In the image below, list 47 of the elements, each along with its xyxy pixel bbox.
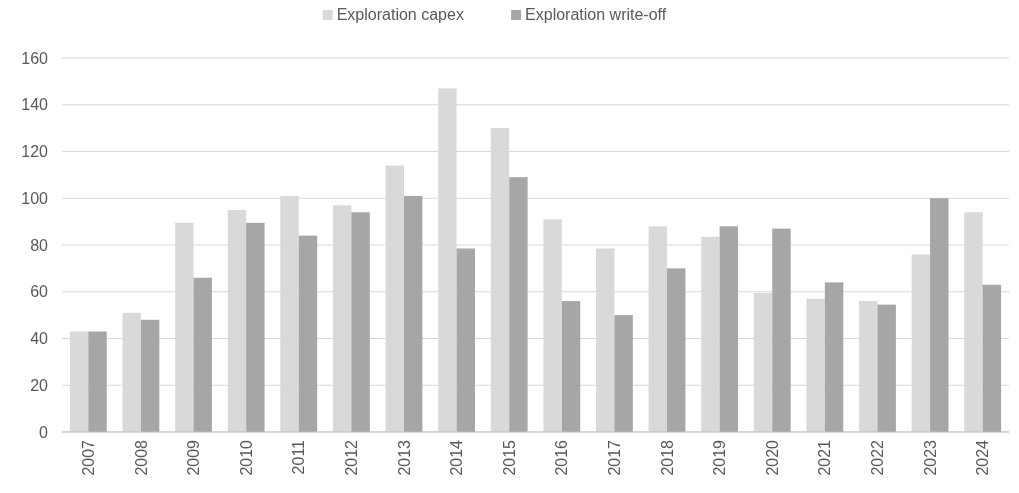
bar	[456, 248, 475, 432]
y-tick-label: 100	[21, 189, 49, 207]
x-tick-label: 2008	[132, 439, 150, 476]
x-tick-label: 2014	[448, 439, 466, 476]
bar	[351, 212, 370, 432]
y-tick-label: 160	[21, 49, 49, 67]
x-tick-label: 2024	[974, 439, 992, 476]
x-tick-label: 2015	[500, 439, 518, 476]
x-tick-label: 2022	[869, 439, 887, 476]
x-tick-label: 2012	[342, 439, 360, 476]
x-tick-label: 2010	[237, 439, 255, 476]
bar	[877, 304, 896, 432]
x-tick-label: 2023	[921, 439, 939, 476]
bar	[930, 198, 949, 432]
bar	[614, 315, 633, 432]
x-tick-label: 2013	[395, 439, 413, 476]
y-tick-label: 0	[39, 423, 49, 441]
y-tick-label: 40	[30, 330, 49, 348]
x-tick-label: 2019	[711, 439, 729, 476]
bar	[719, 226, 739, 432]
legend-label: Exploration capex	[336, 6, 464, 23]
x-tick-label: 2021	[816, 439, 834, 476]
bar	[140, 319, 160, 432]
bar	[193, 277, 212, 432]
bar	[772, 228, 791, 432]
bar	[246, 222, 265, 432]
bar	[403, 195, 423, 432]
x-tick-label: 2007	[79, 439, 97, 476]
y-tick-label: 120	[21, 143, 49, 161]
bar	[298, 235, 318, 432]
x-tick-label: 2009	[185, 439, 203, 476]
x-tick-label: 2020	[763, 439, 781, 476]
y-tick-label: 20	[30, 376, 49, 394]
y-tick-label: 80	[30, 236, 49, 254]
bar	[88, 331, 107, 432]
y-tick-label: 140	[21, 96, 49, 114]
x-tick-label: 2011	[290, 439, 308, 475]
legend-label: Exploration write-off	[525, 6, 667, 23]
y-tick-label: 60	[30, 283, 49, 301]
x-tick-label: 2017	[606, 439, 624, 476]
bar	[824, 282, 844, 432]
bar	[667, 268, 686, 432]
x-tick-label: 2018	[658, 439, 676, 476]
bar	[561, 301, 581, 432]
x-tick-label: 2016	[553, 439, 571, 476]
bar	[982, 284, 1002, 432]
bar	[509, 177, 528, 432]
